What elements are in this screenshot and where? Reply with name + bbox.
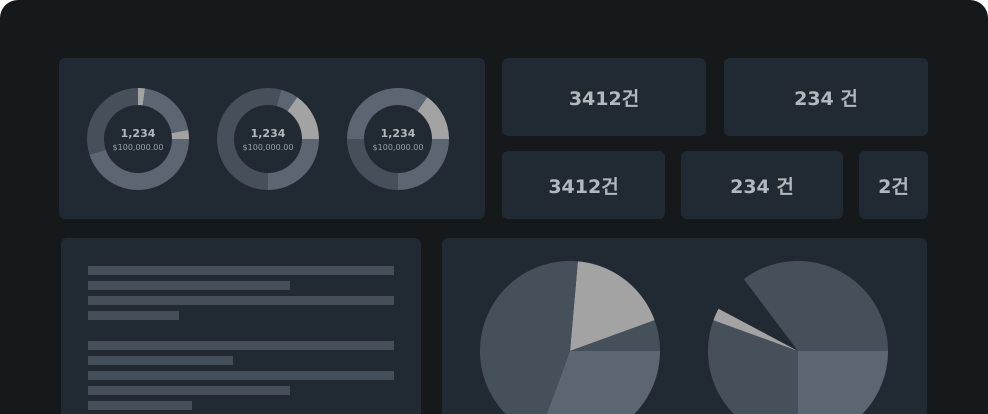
stat-value: 2건 — [878, 175, 909, 198]
donut-segment — [398, 139, 449, 190]
donut-amount: $100,000.00 — [113, 143, 164, 152]
donut-segment — [142, 88, 189, 134]
donut-segment — [217, 88, 268, 190]
donut-segment — [171, 130, 189, 139]
stat-card-4[interactable]: 234 건 — [681, 151, 843, 219]
text-line — [88, 386, 290, 395]
donut-value: 1,234 — [381, 127, 416, 140]
stat-card-1[interactable]: 3412건 — [502, 58, 706, 136]
pie-slice — [570, 261, 655, 351]
text-placeholder-panel — [61, 238, 421, 414]
pie-slice — [570, 320, 660, 351]
donut-segment — [417, 97, 449, 139]
text-line — [88, 281, 290, 290]
stat-value: 3412건 — [548, 175, 619, 198]
text-line — [88, 356, 233, 365]
text-line — [88, 296, 394, 305]
donut-segment — [287, 97, 319, 139]
pie-slice — [708, 320, 798, 414]
donut-segment — [89, 139, 189, 191]
text-line — [88, 401, 192, 410]
donut-segment — [347, 87, 428, 139]
donut-segment — [276, 89, 298, 112]
donut-segment — [268, 139, 319, 190]
donut-panel — [59, 58, 485, 219]
pie-slice — [480, 261, 578, 414]
pie-slice — [713, 308, 798, 351]
pie-slice — [798, 351, 888, 414]
stat-value: 234 건 — [794, 87, 858, 110]
stat-card-3[interactable]: 3412건 — [502, 151, 665, 219]
text-line — [88, 371, 394, 380]
donut-amount: $100,000.00 — [243, 143, 294, 152]
donut-segment — [86, 88, 138, 155]
donut-value: 1,234 — [121, 127, 156, 140]
text-line — [88, 311, 179, 320]
donut-value: 1,234 — [251, 127, 286, 140]
donut-segment — [138, 88, 146, 106]
stat-card-2[interactable]: 234 건 — [724, 58, 928, 136]
stat-card-5[interactable]: 2건 — [859, 151, 928, 219]
text-line — [88, 266, 394, 275]
text-line — [88, 341, 394, 350]
donut-segment — [268, 88, 282, 107]
pie-slice — [743, 261, 888, 351]
pie-slice — [546, 351, 660, 414]
donut-amount: $100,000.00 — [373, 143, 424, 152]
stat-value: 3412건 — [568, 87, 640, 110]
stat-value: 234 건 — [730, 175, 794, 198]
donut-segment — [347, 139, 398, 190]
